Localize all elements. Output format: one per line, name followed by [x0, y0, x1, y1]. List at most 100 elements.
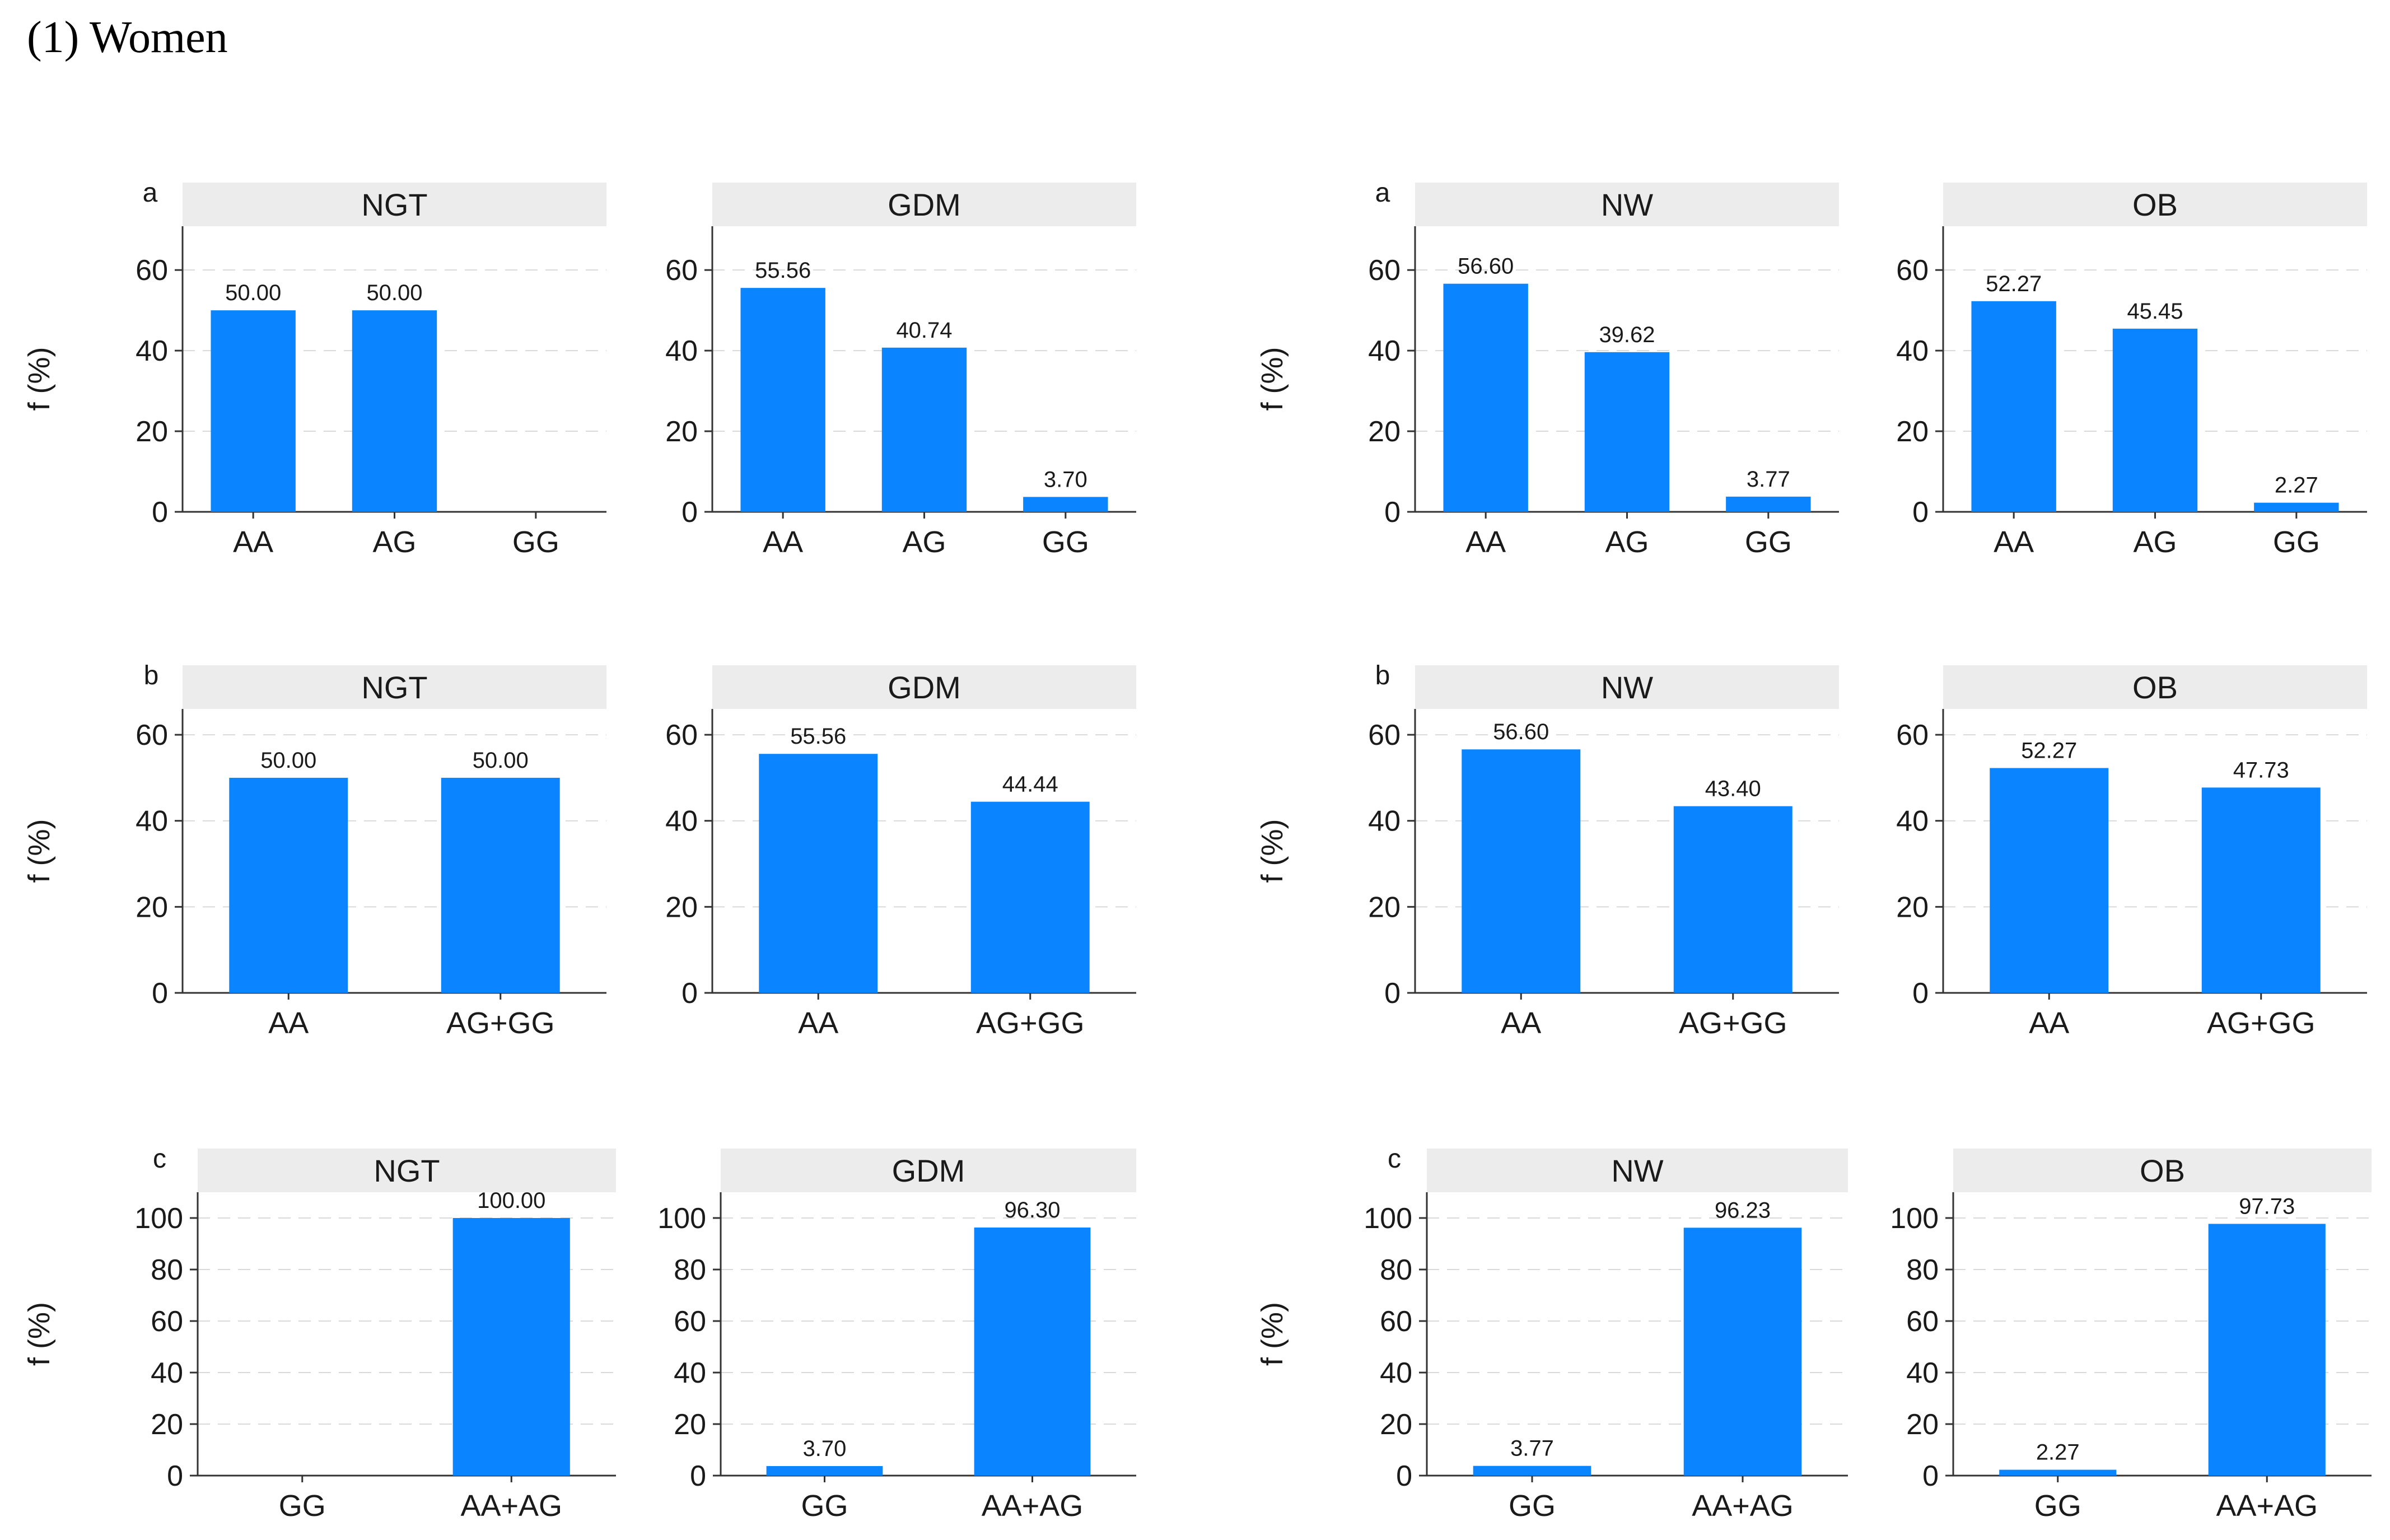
bar-ag [2112, 328, 2198, 512]
bar-aa [740, 288, 825, 512]
y-tick-label: 100 [1890, 1202, 1939, 1235]
y-tick-label: 20 [1380, 1408, 1412, 1441]
chart-panel-a-gdm: GDM 0 20 40 60 55.56 AA 40.74 AG 3.70 GG [665, 183, 1136, 559]
data-label: 3.77 [1747, 467, 1790, 492]
y-axis-title: f (%) [22, 347, 56, 411]
y-axis-title: f (%) [22, 1302, 56, 1366]
row-letter: c [1388, 1144, 1401, 1174]
y-tick-label: 60 [1906, 1305, 1939, 1338]
y-tick-label: 60 [1380, 1305, 1412, 1338]
y-tick-label: 60 [674, 1305, 706, 1338]
y-tick-label: 60 [665, 719, 698, 752]
bar-gg [1999, 1469, 2117, 1476]
y-tick-label: 60 [136, 254, 168, 287]
bar-ag-gg [970, 801, 1090, 993]
y-tick-label: 80 [151, 1254, 183, 1286]
x-tick-label: AA [268, 1006, 309, 1040]
y-tick-label: 0 [1912, 977, 1929, 1010]
panel-strip [721, 1149, 1136, 1192]
data-label: 97.73 [2239, 1194, 2295, 1219]
panel-title: GDM [888, 187, 961, 222]
y-axis-title: f (%) [1255, 1302, 1289, 1366]
chart-panel-b-ob: OB 0 20 40 60 52.27 AA 47.73 AG+GG [1896, 665, 2367, 1040]
x-tick-label: GG [1745, 525, 1792, 559]
figure-title: (1) Women [27, 13, 228, 62]
data-label: 50.00 [260, 748, 316, 773]
y-tick-label: 20 [1896, 891, 1929, 923]
data-label: 39.62 [1599, 323, 1655, 347]
y-tick-label: 80 [674, 1254, 706, 1286]
data-label: 2.27 [2036, 1440, 2080, 1465]
panel-strip [1953, 1149, 2372, 1192]
x-tick-label: AA [2029, 1006, 2069, 1040]
data-label: 45.45 [2127, 299, 2183, 324]
y-axis-title: f (%) [22, 819, 56, 883]
y-tick-label: 40 [136, 335, 168, 367]
data-label: 50.00 [225, 281, 281, 305]
y-tick-label: 20 [674, 1408, 706, 1441]
x-tick-label: GG [1042, 525, 1089, 559]
bar-aa [1462, 749, 1581, 993]
y-axis-title: f (%) [1255, 347, 1289, 411]
bar-ag-gg [2201, 787, 2321, 993]
bar-ag-gg [441, 777, 560, 993]
y-tick-label: 40 [1368, 805, 1401, 838]
y-tick-label: 20 [151, 1408, 183, 1441]
data-label: 40.74 [896, 318, 952, 343]
data-label: 96.23 [1715, 1198, 1771, 1222]
x-tick-label: GG [279, 1489, 326, 1523]
panel-title: NGT [374, 1153, 440, 1188]
y-tick-label: 40 [1906, 1357, 1939, 1389]
x-tick-label: AG [1605, 525, 1649, 559]
y-tick-label: 20 [1906, 1408, 1939, 1441]
y-tick-label: 20 [136, 416, 168, 448]
y-tick-label: 0 [1922, 1460, 1939, 1492]
bar-aa [211, 310, 296, 512]
x-tick-label: AA+AG [982, 1489, 1084, 1523]
panel-title: NW [1601, 670, 1653, 705]
chart-panel-c-nw: NW c f (%) 0 20 40 60 80 100 3.77 GG 96.23 AA+AG [1255, 1144, 1848, 1523]
x-tick-label: AA [798, 1006, 838, 1040]
x-tick-label: AA [233, 525, 273, 559]
x-tick-label: AG+GG [446, 1006, 555, 1040]
y-tick-label: 20 [665, 891, 698, 923]
chart-panel-a-ob: OB 0 20 40 60 52.27 AA 45.45 AG 2.27 GG [1896, 183, 2367, 559]
y-tick-label: 40 [665, 805, 698, 838]
bar-ag [881, 347, 967, 512]
data-label: 100.00 [477, 1188, 545, 1213]
panel-strip [1943, 183, 2367, 226]
chart-panel-a-ngt: NGT a f (%) 0 20 40 60 50.00 AA 50.00 AG GG [22, 178, 606, 559]
data-label: 50.00 [473, 748, 529, 773]
x-tick-label: GG [801, 1489, 848, 1523]
data-label: 56.60 [1493, 720, 1549, 744]
row-letter: b [1375, 661, 1390, 690]
data-label: 52.27 [1986, 272, 2042, 296]
x-tick-label: AA [1465, 525, 1506, 559]
chart-panel-a-nw: NW a f (%) 0 20 40 60 56.60 AA 39.62 AG 3.77 GG [1255, 178, 1839, 559]
y-tick-label: 100 [1364, 1202, 1412, 1235]
panel-strip [183, 665, 606, 709]
data-label: 56.60 [1458, 254, 1514, 279]
bar-ag-gg [1673, 806, 1792, 993]
bar-gg [2254, 502, 2339, 512]
x-tick-label: AG+GG [2207, 1006, 2316, 1040]
panel-strip [198, 1149, 616, 1192]
x-tick-label: AA [1994, 525, 2034, 559]
chart-panel-b-nw: NW b f (%) 0 20 40 60 56.60 AA 43.40 AG+GG [1255, 661, 1839, 1040]
y-tick-label: 0 [690, 1460, 706, 1492]
y-axis-title: f (%) [1255, 819, 1289, 883]
y-tick-label: 0 [167, 1460, 183, 1492]
x-tick-label: AG [372, 525, 416, 559]
bar-ag [352, 310, 437, 512]
data-label: 50.00 [366, 281, 422, 305]
row-letter: a [143, 178, 158, 208]
data-label: 55.56 [790, 724, 846, 749]
y-tick-label: 40 [674, 1357, 706, 1389]
x-tick-label: GG [2273, 525, 2320, 559]
chart-panel-b-ngt: NGT b f (%) 0 20 40 60 50.00 AA 50.00 AG+GG [22, 661, 606, 1040]
panel-strip [1415, 183, 1839, 226]
x-tick-label: AA+AG [1692, 1489, 1794, 1523]
y-tick-label: 0 [681, 496, 698, 529]
y-tick-label: 20 [1368, 891, 1401, 923]
